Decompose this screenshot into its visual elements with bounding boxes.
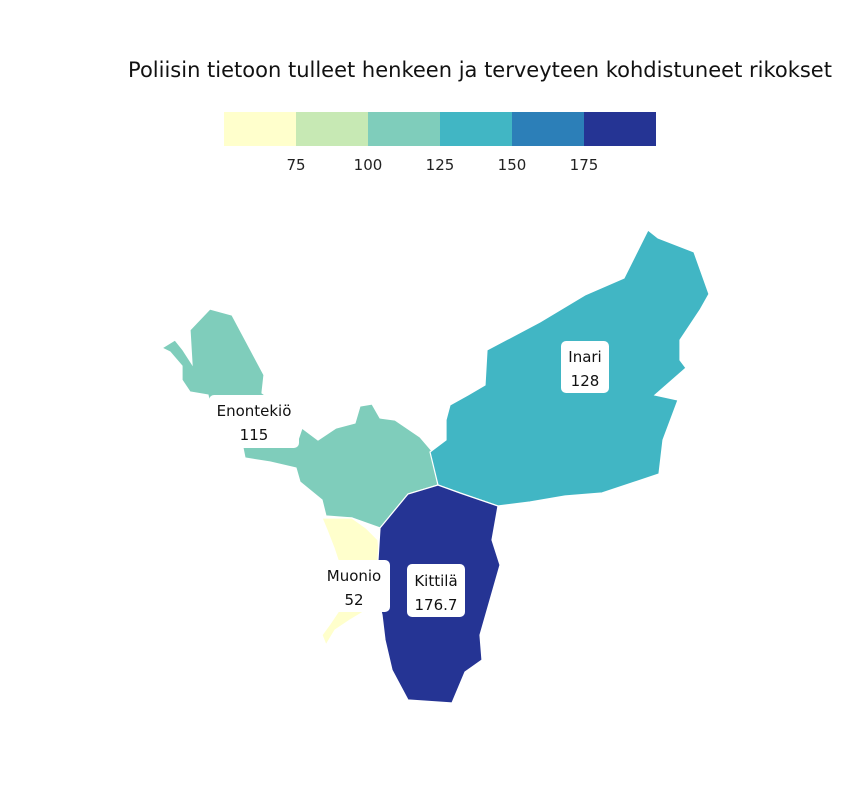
label-kittila: Kittilä 176.7 — [407, 564, 465, 617]
legend-swatch-5 — [512, 112, 584, 146]
label-inari: Inari 128 — [561, 341, 609, 393]
region-value: 52 — [344, 591, 363, 609]
legend-swatch-1 — [224, 112, 296, 146]
region-labels: Enontekiö 115 Inari 128 Muonio 52 Kittil… — [209, 341, 609, 617]
legend-tick-2: 100 — [354, 156, 383, 174]
region-name: Inari — [568, 348, 601, 366]
map-title: Poliisin tietoon tulleet henkeen ja terv… — [128, 58, 832, 82]
legend-tick-4: 150 — [498, 156, 527, 174]
region-value: 176.7 — [415, 596, 458, 614]
legend-tick-3: 125 — [426, 156, 455, 174]
color-legend: 75 100 125 150 175 — [224, 112, 656, 174]
region-value: 128 — [571, 372, 600, 390]
legend-tick-5: 175 — [570, 156, 599, 174]
region-name: Kittilä — [414, 572, 457, 590]
region-name: Enontekiö — [217, 402, 292, 420]
region-value: 115 — [240, 426, 269, 444]
legend-swatch-6 — [584, 112, 656, 146]
label-muonio: Muonio 52 — [318, 560, 390, 612]
label-enontekio: Enontekiö 115 — [209, 395, 299, 448]
region-enontekio[interactable] — [160, 308, 439, 529]
legend-swatch-2 — [296, 112, 368, 146]
legend-swatch-3 — [368, 112, 440, 146]
legend-swatch-4 — [440, 112, 512, 146]
region-name: Muonio — [327, 567, 381, 585]
legend-tick-1: 75 — [286, 156, 305, 174]
regions — [160, 229, 710, 704]
